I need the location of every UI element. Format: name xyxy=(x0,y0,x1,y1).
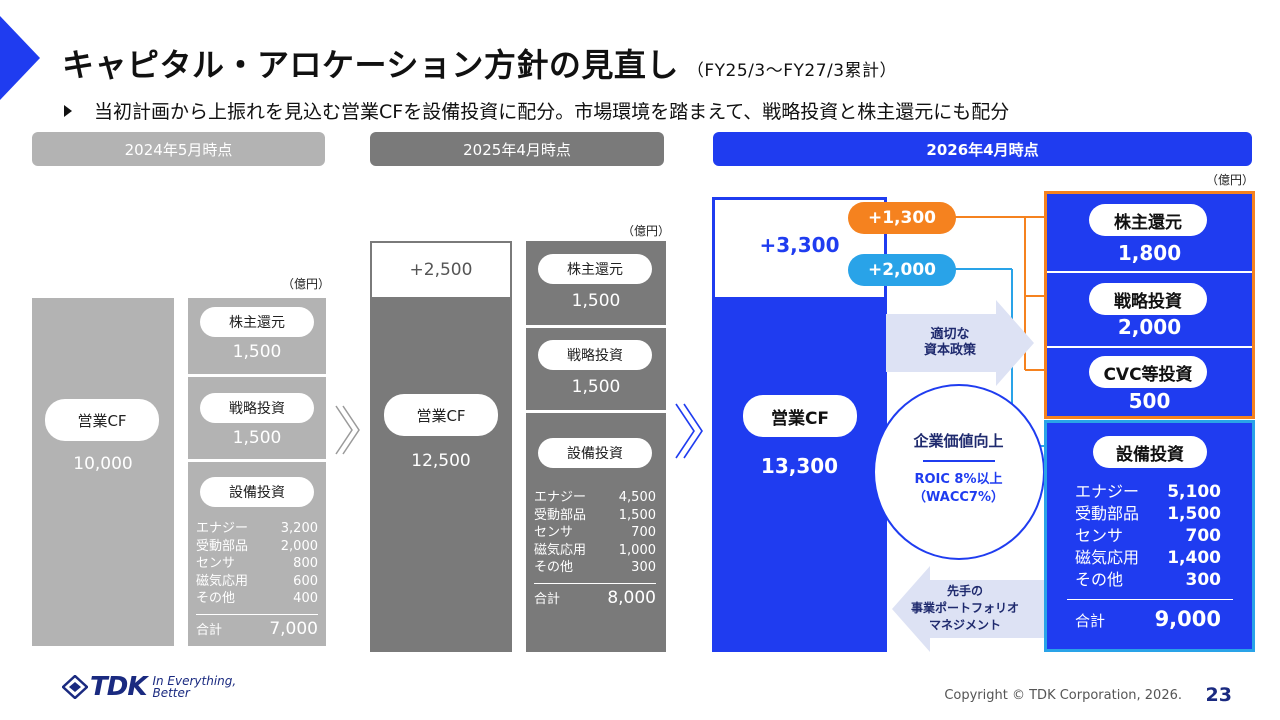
col3-cvc-value: 500 xyxy=(1128,389,1171,413)
group-divider xyxy=(1047,346,1252,348)
col2-strategic-block: 戦略投資 1,500 xyxy=(526,328,666,410)
col3-cf-value: 13,300 xyxy=(760,454,839,478)
col2-cf-value: 12,500 xyxy=(411,451,471,471)
page-number: 23 xyxy=(1205,684,1232,706)
breakdown-row: センサ 800 xyxy=(196,556,318,571)
col2-total: 合計 8,000 xyxy=(534,588,656,608)
col2-total-divider xyxy=(534,583,656,584)
tdk-logo: TDK In Everything, Better xyxy=(62,672,236,702)
col1-capex-label: 設備投資 xyxy=(200,477,314,507)
page-title-sub: （FY25/3〜FY27/3累計） xyxy=(686,61,898,81)
breakdown-row: その他 300 xyxy=(534,560,656,575)
col2-strategic-value: 1,500 xyxy=(571,377,621,397)
col1-capex-block: 設備投資 エナジー 3,200 受動部品 2,000 センサ 800 磁気応用 600 … xyxy=(188,462,326,646)
col3-unit: （億円） xyxy=(1206,173,1255,187)
breakdown-row: その他 400 xyxy=(196,591,318,606)
chevron-right-icon xyxy=(330,400,364,460)
col1-unit: （億円） xyxy=(282,277,331,291)
corner-accent-triangle xyxy=(0,16,40,100)
col1-header: 2024年5月時点 xyxy=(32,132,325,166)
circle-divider xyxy=(923,460,995,462)
bullet-triangle-icon xyxy=(64,105,72,117)
col3-total: 合計 9,000 xyxy=(1075,607,1221,631)
tdk-logo-text: TDK xyxy=(90,672,147,702)
breakdown-row: 受動部品 1,500 xyxy=(1075,504,1221,524)
col2-breakdown: エナジー 4,500 受動部品 1,500 センサ 700 磁気応用 1,000 その他… xyxy=(534,489,656,577)
col1-breakdown: エナジー 3,200 受動部品 2,000 センサ 800 磁気応用 600 その他 40… xyxy=(196,520,318,608)
col2-cf-label: 営業CF xyxy=(384,394,498,436)
col3-capex-block: 設備投資 エナジー 5,100 受動部品 1,500 センサ 700 磁気応用 1,40… xyxy=(1044,420,1255,652)
breakdown-row: センサ 700 xyxy=(1075,526,1221,546)
breakdown-row: 受動部品 1,500 xyxy=(534,507,656,523)
logo-tagline-1: In Everything, xyxy=(152,674,237,688)
col1-strategic-value: 1,500 xyxy=(232,428,282,448)
col3-cvc-label: CVC等投資 xyxy=(1089,356,1207,388)
chevron-right-icon xyxy=(670,398,710,464)
breakdown-row: 磁気応用 1,000 xyxy=(534,542,656,558)
col2-plus-box: +2,500 xyxy=(372,243,510,297)
col3-strategic-value: 2,000 xyxy=(1117,315,1182,339)
col1-cf-block: 営業CF 10,000 xyxy=(32,298,174,646)
col2-cf-block: +2,500 営業CF 12,500 xyxy=(370,241,512,652)
col1-shareholder-block: 株主還元 1,500 xyxy=(188,298,326,374)
col1-strategic-block: 戦略投資 1,500 xyxy=(188,377,326,459)
col2-header: 2025年4月時点 xyxy=(370,132,664,166)
breakdown-row: エナジー 4,500 xyxy=(534,490,656,505)
page-title: キャピタル・アロケーション方針の見直し （FY25/3〜FY27/3累計） xyxy=(62,46,898,84)
col2-capex-block: 設備投資 エナジー 4,500 受動部品 1,500 センサ 700 磁気応用 1,00… xyxy=(526,413,666,652)
tdk-emblem-icon xyxy=(62,675,88,699)
col2-shareholder-label: 株主還元 xyxy=(538,254,652,284)
col3-allocation-group: 株主還元 1,800 戦略投資 2,000 CVC等投資 500 xyxy=(1044,191,1255,419)
col1-shareholder-label: 株主還元 xyxy=(200,307,314,337)
breakdown-row: 磁気応用 600 xyxy=(196,573,318,589)
badge-plus-1300: +1,300 xyxy=(848,202,956,234)
summary-bullet: 当初計画から上振れを見込む営業CFを設備投資に配分。市場環境を踏まえて、戦略投資… xyxy=(64,97,1009,124)
col3-total-divider xyxy=(1067,599,1233,600)
col3-shareholder-value: 1,800 xyxy=(1117,241,1182,265)
col1-total-divider xyxy=(196,614,318,615)
col2-shareholder-block: 株主還元 1,500 xyxy=(526,241,666,325)
arrow-left-shape-icon xyxy=(892,566,1044,652)
col2-capex-label: 設備投資 xyxy=(538,438,652,468)
arrow-right-shape-icon xyxy=(886,300,1034,386)
circle-sub: ROIC 8%以上 （WACC7%） xyxy=(913,472,1004,505)
capital-policy-text: 適切な 資本政策 xyxy=(923,327,976,358)
col1-shareholder-value: 1,500 xyxy=(232,342,282,362)
col3-breakdown: エナジー 5,100 受動部品 1,500 センサ 700 磁気応用 1,400 その他… xyxy=(1075,481,1221,591)
col1-total: 合計 7,000 xyxy=(196,619,318,639)
group-divider xyxy=(1047,271,1252,273)
breakdown-row: その他 300 xyxy=(1075,570,1221,590)
col2-strategic-label: 戦略投資 xyxy=(538,340,652,370)
breakdown-row: 受動部品 2,000 xyxy=(196,538,318,554)
col2-unit: （億円） xyxy=(622,224,671,238)
badge-plus-2000: +2,000 xyxy=(848,254,956,286)
col3-cf-label: 営業CF xyxy=(743,395,857,437)
col3-shareholder-label: 株主還元 xyxy=(1089,204,1207,236)
col1-strategic-label: 戦略投資 xyxy=(200,393,314,423)
enterprise-value-circle: 企業価値向上 ROIC 8%以上 （WACC7%） xyxy=(873,384,1045,560)
col2-shareholder-value: 1,500 xyxy=(571,291,621,311)
col1-cf-value: 10,000 xyxy=(73,454,133,474)
breakdown-row: エナジー 3,200 xyxy=(196,521,318,536)
col3-header: 2026年4月時点 xyxy=(713,132,1252,166)
circle-title: 企業価値向上 xyxy=(913,431,1004,450)
portfolio-management-text: 先手の 事業ポートフォリオ マネジメント xyxy=(910,583,1019,632)
breakdown-row: センサ 700 xyxy=(534,525,656,540)
logo-tagline-2: Better xyxy=(152,686,190,700)
col3-capex-label: 設備投資 xyxy=(1093,436,1207,468)
col3-strategic-label: 戦略投資 xyxy=(1089,283,1207,315)
col1-cf-label: 営業CF xyxy=(45,399,159,441)
copyright: Copyright © TDK Corporation, 2026. xyxy=(944,688,1182,703)
breakdown-row: エナジー 5,100 xyxy=(1075,482,1221,502)
breakdown-row: 磁気応用 1,400 xyxy=(1075,548,1221,568)
